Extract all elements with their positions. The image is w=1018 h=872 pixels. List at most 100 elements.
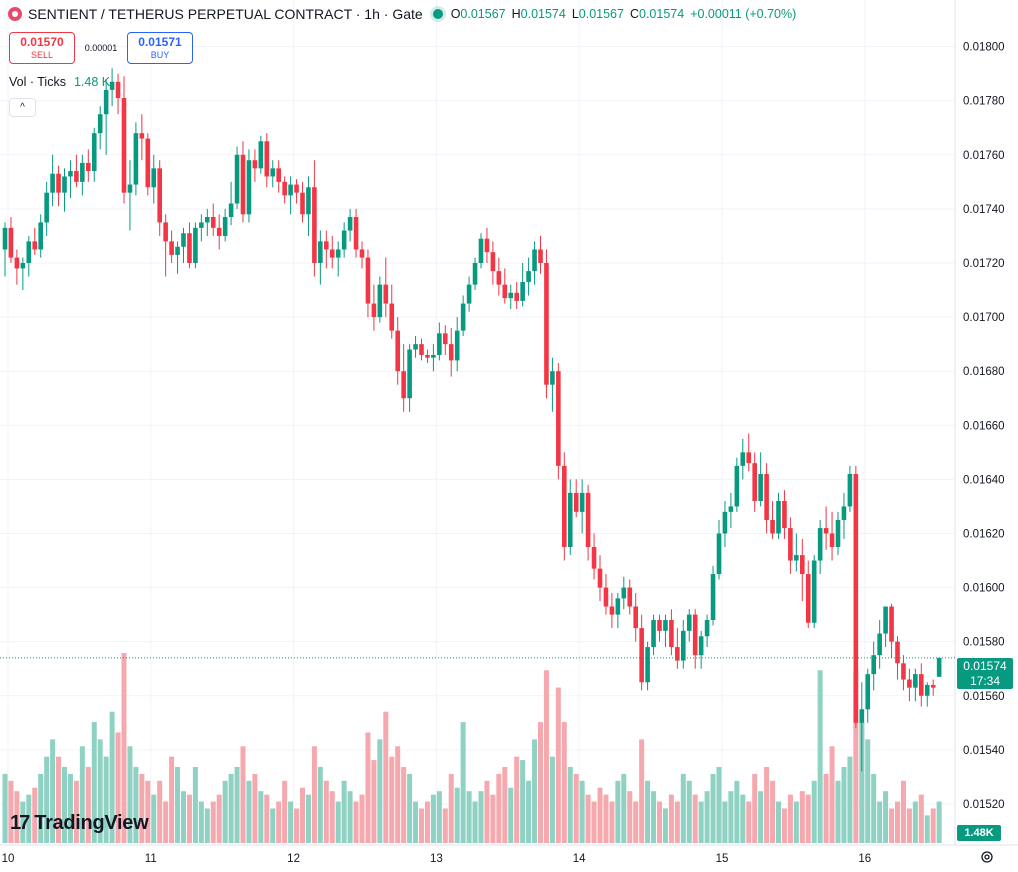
candle[interactable] (228, 181, 234, 226)
candle[interactable] (698, 630, 704, 669)
candle[interactable] (740, 438, 746, 480)
candle[interactable] (74, 154, 79, 188)
candle[interactable] (758, 452, 763, 507)
candle[interactable] (103, 79, 109, 155)
candle[interactable] (776, 492, 781, 539)
candle[interactable] (205, 208, 210, 236)
candle[interactable] (163, 214, 168, 277)
candle[interactable] (371, 284, 377, 331)
candle[interactable] (353, 208, 359, 258)
candle[interactable] (139, 114, 145, 161)
candle[interactable] (901, 655, 906, 691)
candle[interactable] (502, 268, 508, 304)
candle[interactable] (448, 327, 454, 377)
candle[interactable] (306, 176, 311, 236)
candle[interactable] (728, 492, 734, 529)
candle[interactable] (145, 133, 151, 196)
candle[interactable] (817, 519, 823, 575)
candle[interactable] (889, 603, 894, 658)
candle[interactable] (752, 452, 757, 512)
candle[interactable] (68, 160, 73, 199)
candle[interactable] (91, 127, 97, 182)
candle[interactable] (835, 511, 841, 556)
candle[interactable] (686, 609, 692, 642)
candle[interactable] (437, 322, 442, 361)
tradingview-logo[interactable]: 17 TradingView (10, 812, 149, 835)
candle[interactable] (270, 160, 276, 188)
candle[interactable] (32, 227, 38, 255)
sell-button[interactable]: 0.01570 SELL (9, 32, 75, 64)
candle[interactable] (365, 249, 371, 318)
candle[interactable] (847, 465, 853, 512)
settings-gear-icon[interactable] (979, 849, 995, 865)
candle[interactable] (62, 168, 67, 212)
candle[interactable] (490, 241, 496, 285)
candle[interactable] (829, 511, 835, 561)
candle[interactable] (413, 336, 418, 358)
candle[interactable] (550, 357, 555, 412)
candle[interactable] (615, 592, 621, 629)
candle[interactable] (639, 614, 644, 691)
candle[interactable] (930, 679, 936, 696)
candle[interactable] (591, 533, 597, 580)
candle[interactable] (181, 227, 186, 263)
candle[interactable] (97, 106, 103, 150)
candle[interactable] (865, 668, 871, 723)
candle[interactable] (169, 230, 174, 263)
candle[interactable] (294, 179, 299, 204)
candle[interactable] (788, 517, 793, 575)
candle[interactable] (216, 214, 222, 250)
candle[interactable] (663, 614, 668, 648)
candle[interactable] (175, 241, 180, 274)
candle[interactable] (121, 76, 127, 204)
candle[interactable] (300, 181, 305, 223)
candle[interactable] (2, 222, 8, 277)
candle[interactable] (609, 592, 615, 629)
candle[interactable] (597, 555, 603, 602)
candle[interactable] (841, 492, 847, 539)
candle[interactable] (603, 574, 609, 615)
candle[interactable] (734, 457, 740, 512)
candle[interactable] (859, 682, 865, 772)
candle[interactable] (443, 325, 448, 355)
candle[interactable] (407, 344, 412, 412)
candle[interactable] (318, 230, 323, 285)
candle[interactable] (496, 257, 502, 296)
candle[interactable] (823, 506, 829, 550)
candle[interactable] (127, 160, 133, 231)
candle[interactable] (645, 641, 650, 691)
candle[interactable] (704, 614, 710, 648)
candle[interactable] (514, 281, 519, 309)
candle[interactable] (657, 614, 662, 642)
candle[interactable] (151, 154, 157, 204)
buy-button[interactable]: 0.01571 BUY (127, 32, 193, 64)
candle[interactable] (651, 614, 656, 656)
candle[interactable] (56, 165, 61, 207)
candle[interactable] (871, 641, 876, 691)
candle[interactable] (210, 203, 216, 236)
candle[interactable] (38, 214, 43, 258)
collapse-legend-button[interactable]: ^ (9, 98, 36, 117)
candle[interactable] (329, 235, 335, 269)
candle[interactable] (246, 149, 252, 223)
candle[interactable] (913, 668, 918, 702)
candle[interactable] (508, 284, 514, 309)
candle[interactable] (562, 452, 567, 561)
candle[interactable] (764, 463, 769, 534)
candle[interactable] (157, 160, 162, 236)
candle[interactable] (377, 276, 383, 323)
candle[interactable] (115, 73, 121, 115)
candle[interactable] (710, 565, 716, 626)
candle[interactable] (341, 222, 347, 258)
candle[interactable] (8, 217, 14, 263)
candle[interactable] (383, 257, 389, 318)
candle[interactable] (222, 208, 228, 242)
volume-legend[interactable]: Vol · Ticks 1.48 K (9, 75, 110, 89)
candle[interactable] (579, 479, 585, 534)
candle[interactable] (431, 344, 436, 372)
candle[interactable] (675, 628, 680, 669)
candle[interactable] (288, 176, 293, 215)
candle[interactable] (567, 479, 573, 556)
candle[interactable] (924, 682, 930, 707)
